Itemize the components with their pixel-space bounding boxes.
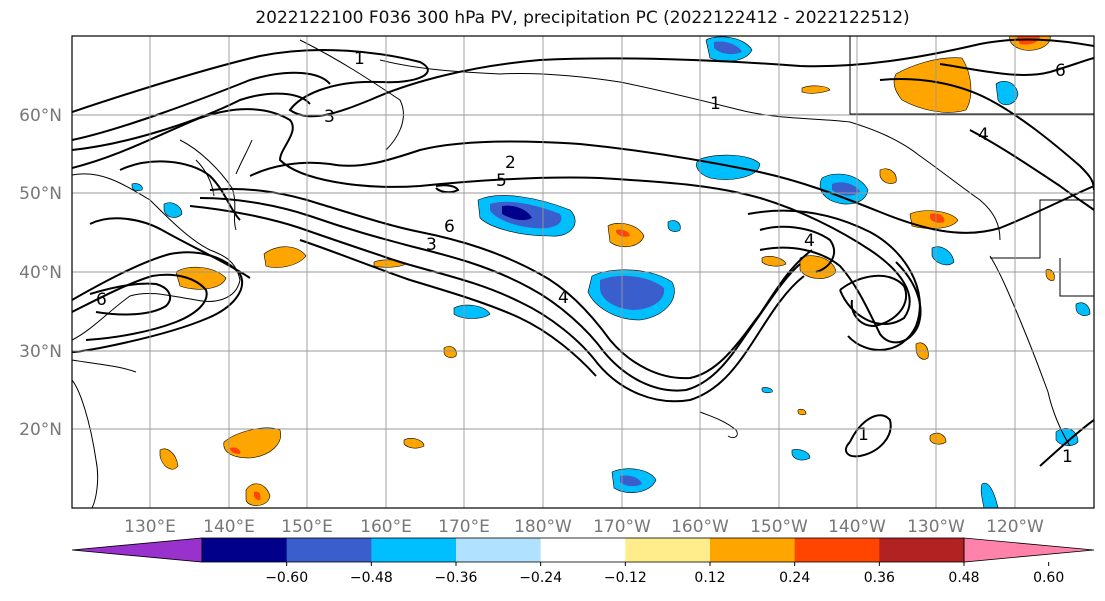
precip-negative-region <box>1075 302 1091 316</box>
lon-label: 140°E <box>203 517 255 537</box>
lon-label: 140°W <box>828 517 886 537</box>
precip-positive-region <box>879 168 897 184</box>
lon-label: 130°W <box>907 517 965 537</box>
map-border <box>71 35 1095 509</box>
precip-negative-region <box>995 81 1019 106</box>
lon-label: 170°W <box>593 517 651 537</box>
precip-negative-region <box>705 36 753 62</box>
lon-label: 160°E <box>360 517 412 537</box>
colorbar-tick-label: 0.36 <box>864 570 895 586</box>
precip-positive-region <box>909 210 959 229</box>
colorbar-tick-label: −0.24 <box>519 570 562 586</box>
contour-label: 6 <box>1055 61 1066 81</box>
colorbar-tick-label: −0.48 <box>350 570 393 586</box>
colorbar-tick-label: 0.60 <box>1033 570 1064 586</box>
precip-negative-region <box>696 154 761 180</box>
contour-label: 3 <box>426 235 437 255</box>
precip-positive-region <box>443 346 457 358</box>
longitude-labels: 130°E 140°E 150°E 160°E 170°E 180°W 170°… <box>124 517 1044 537</box>
contour-label: 6 <box>444 217 455 237</box>
contour-label: 5 <box>496 171 507 191</box>
colorbar-tick-label: −0.36 <box>435 570 478 586</box>
precip-negative-region <box>477 195 576 237</box>
colorbar-border <box>201 537 965 563</box>
colorbar-swatch <box>540 538 626 562</box>
precip-positive-region <box>263 246 307 268</box>
colorbar-swatch <box>456 538 542 562</box>
precip-positive-region <box>159 448 179 470</box>
colorbar-swatch <box>371 538 457 562</box>
lon-label: 150°E <box>281 517 333 537</box>
precip-negative-region <box>611 468 657 493</box>
lon-label: 130°E <box>124 517 176 537</box>
lat-label: 30°N <box>19 342 62 362</box>
precip-positive-region <box>607 223 645 248</box>
contour-label: 3 <box>324 107 335 127</box>
precip-negative-region <box>761 387 773 394</box>
contour-label: 2 <box>505 153 516 173</box>
contour-labels: 1 1 2 3 3 4 4 5 6 6 6 4 1 1 <box>96 49 1073 467</box>
colorbar-tick-label: 0.24 <box>779 570 810 586</box>
precip-positive-region <box>245 483 271 506</box>
precip-negative-region <box>131 183 143 192</box>
lat-label: 40°N <box>19 263 62 283</box>
precip-negative-region <box>980 482 999 508</box>
precip-positive-region <box>223 427 281 459</box>
contour-label: 4 <box>978 125 989 145</box>
gridlines <box>72 36 1094 508</box>
lat-label: 50°N <box>19 184 62 204</box>
contour-label: 1 <box>710 94 721 114</box>
precip-negative-region <box>1055 428 1079 446</box>
contour-label: 4 <box>558 288 569 308</box>
colorbar: −0.60 −0.48 −0.36 −0.24 −0.12 0.12 0.24 0.36 0.4… <box>71 537 1095 586</box>
precip-negative-region <box>819 173 869 205</box>
contour-label: 1 <box>1062 447 1073 467</box>
precip-negative-region <box>163 202 183 218</box>
colorbar-swatch <box>625 538 711 562</box>
colorbar-tick-label: −0.12 <box>604 570 647 586</box>
lat-label: 60°N <box>19 106 62 126</box>
map-title: 2022122100 F036 300 hPa PV, precipitatio… <box>255 8 910 28</box>
colorbar-swatch <box>879 538 965 562</box>
precip-negative-region <box>587 269 675 321</box>
precip-negative-region <box>453 304 491 319</box>
colorbar-tick-label: 0.12 <box>694 570 725 586</box>
coastlines <box>72 36 1094 508</box>
latitude-labels: 60°N 50°N 40°N 30°N 20°N <box>19 106 62 440</box>
precip-positive-region <box>761 256 787 267</box>
colorbar-swatch <box>710 538 796 562</box>
colorbar-swatch <box>286 538 372 562</box>
colorbar-swatch <box>794 538 880 562</box>
colorbar-swatch <box>202 538 288 562</box>
precip-negative-region <box>931 246 955 266</box>
lon-label: 150°W <box>750 517 808 537</box>
precip-negative-region <box>791 449 811 461</box>
precipitation-fills <box>131 36 1091 508</box>
lat-label: 20°N <box>19 420 62 440</box>
contour-label: 1 <box>354 49 365 69</box>
precip-negative-region <box>667 220 681 232</box>
colorbar-extend-high <box>963 537 1095 563</box>
lon-label: 180°W <box>514 517 572 537</box>
contour-label: 6 <box>96 290 107 310</box>
precip-positive-region <box>797 408 807 416</box>
colorbar-tick-label: −0.60 <box>265 570 308 586</box>
lon-label: 160°W <box>671 517 729 537</box>
contour-label: 1 <box>858 425 869 445</box>
precip-positive-region <box>403 438 425 449</box>
precip-positive-region <box>175 266 227 290</box>
lon-label: 170°E <box>438 517 490 537</box>
precip-positive-region <box>801 85 831 94</box>
colorbar-extend-low <box>71 537 203 563</box>
lon-label: 120°W <box>986 517 1044 537</box>
colorbar-tick-label: 0.48 <box>948 570 979 586</box>
contour-label: 4 <box>804 231 815 251</box>
